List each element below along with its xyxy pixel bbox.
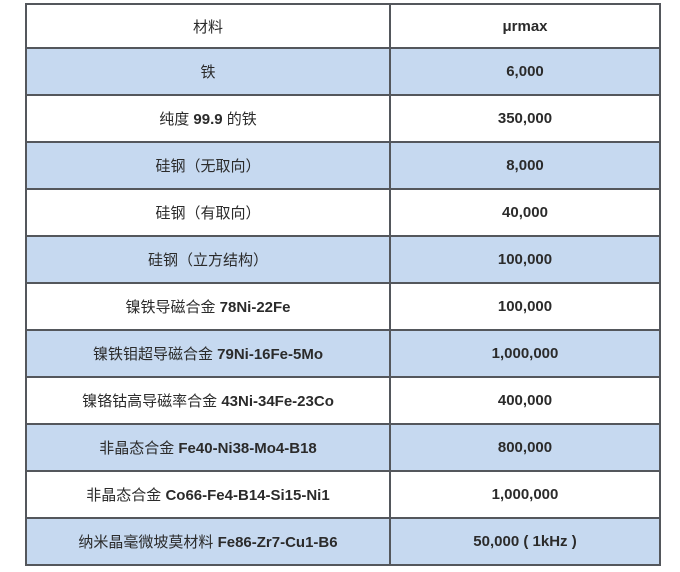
table-row: 硅钢（无取向） 8,000 bbox=[25, 141, 661, 190]
table-row: 非晶态合金 Co66-Fe4-B14-Si15-Ni1 1,000,000 bbox=[25, 470, 661, 519]
material-cell: 硅钢（立方结构） bbox=[25, 235, 391, 284]
table-row: 纳米晶毫微坡莫材料 Fe86-Zr7-Cu1-B6 50,000 ( 1kHz … bbox=[25, 517, 661, 566]
material-cell: 镍铁钼超导磁合金 79Ni-16Fe-5Mo bbox=[25, 329, 391, 378]
material-code: Co66-Fe4-B14-Si15-Ni1 bbox=[165, 487, 330, 504]
material-text: 纳米晶毫微坡莫材料 bbox=[78, 534, 218, 551]
urmax-value-cell: 400,000 bbox=[389, 376, 661, 425]
table-header: 材料 μrmax bbox=[25, 3, 661, 49]
material-cell: 非晶态合金 Fe40-Ni38-Mo4-B18 bbox=[25, 423, 391, 472]
material-code: 43Ni-34Fe-23Co bbox=[221, 393, 334, 410]
table-row: 硅钢（有取向） 40,000 bbox=[25, 188, 661, 237]
material-code: 99.9 bbox=[193, 111, 223, 128]
table-row: 非晶态合金 Fe40-Ni38-Mo4-B18 800,000 bbox=[25, 423, 661, 472]
material-text: 铁 bbox=[200, 64, 216, 81]
urmax-value-cell: 1,000,000 bbox=[389, 470, 661, 519]
material-cell: 镍铬钴高导磁率合金 43Ni-34Fe-23Co bbox=[25, 376, 391, 425]
urmax-column-header: μrmax bbox=[389, 3, 661, 49]
table-body: 铁 6,000 纯度 99.9 的铁 350,000 硅钢（无取向） 8,000… bbox=[25, 47, 661, 566]
urmax-value-cell: 1,000,000 bbox=[389, 329, 661, 378]
material-code: Fe40-Ni38-Mo4-B18 bbox=[178, 440, 317, 457]
material-cell: 硅钢（无取向） bbox=[25, 141, 391, 190]
material-code: Fe86-Zr7-Cu1-B6 bbox=[217, 534, 338, 551]
material-cell: 非晶态合金 Co66-Fe4-B14-Si15-Ni1 bbox=[25, 470, 391, 519]
urmax-value-cell: 100,000 bbox=[389, 282, 661, 331]
table-row: 镍铁导磁合金 78Ni-22Fe 100,000 bbox=[25, 282, 661, 331]
material-text: 镍铬钴高导磁率合金 bbox=[82, 393, 222, 410]
urmax-value-cell: 8,000 bbox=[389, 141, 661, 190]
urmax-value-cell: 100,000 bbox=[389, 235, 661, 284]
urmax-value-cell: 350,000 bbox=[389, 94, 661, 143]
material-cell: 纳米晶毫微坡莫材料 Fe86-Zr7-Cu1-B6 bbox=[25, 517, 391, 566]
material-text: 非晶态合金 bbox=[99, 440, 179, 457]
header-row: 材料 μrmax bbox=[25, 3, 661, 49]
material-code: 78Ni-22Fe bbox=[219, 299, 291, 316]
urmax-value-cell: 6,000 bbox=[389, 47, 661, 96]
urmax-value-cell: 50,000 ( 1kHz ) bbox=[389, 517, 661, 566]
material-text: 硅钢（立方结构） bbox=[147, 252, 268, 269]
urmax-value-cell: 800,000 bbox=[389, 423, 661, 472]
material-cell: 硅钢（有取向） bbox=[25, 188, 391, 237]
urmax-value-cell: 40,000 bbox=[389, 188, 661, 237]
table-row: 硅钢（立方结构） 100,000 bbox=[25, 235, 661, 284]
material-text: 纯度 bbox=[159, 111, 194, 128]
table-row: 纯度 99.9 的铁 350,000 bbox=[25, 94, 661, 143]
table-row: 铁 6,000 bbox=[25, 47, 661, 96]
material-cell: 镍铁导磁合金 78Ni-22Fe bbox=[25, 282, 391, 331]
material-cell: 铁 bbox=[25, 47, 391, 96]
material-text: 镍铁钼超导磁合金 bbox=[92, 346, 218, 363]
material-text: 硅钢（无取向） bbox=[155, 158, 261, 175]
material-text: 硅钢（有取向） bbox=[155, 205, 261, 222]
permeability-table: 材料 μrmax 铁 6,000 纯度 99.9 的铁 350,000 硅钢（无… bbox=[25, 3, 661, 566]
material-cell: 纯度 99.9 的铁 bbox=[25, 94, 391, 143]
table-row: 镍铬钴高导磁率合金 43Ni-34Fe-23Co 400,000 bbox=[25, 376, 661, 425]
table-row: 镍铁钼超导磁合金 79Ni-16Fe-5Mo 1,000,000 bbox=[25, 329, 661, 378]
material-code: 79Ni-16Fe-5Mo bbox=[217, 346, 324, 363]
material-text-suffix: 的铁 bbox=[222, 111, 257, 128]
material-text: 非晶态合金 bbox=[86, 487, 166, 504]
material-text: 镍铁导磁合金 bbox=[125, 299, 220, 316]
material-column-header: 材料 bbox=[25, 3, 391, 49]
